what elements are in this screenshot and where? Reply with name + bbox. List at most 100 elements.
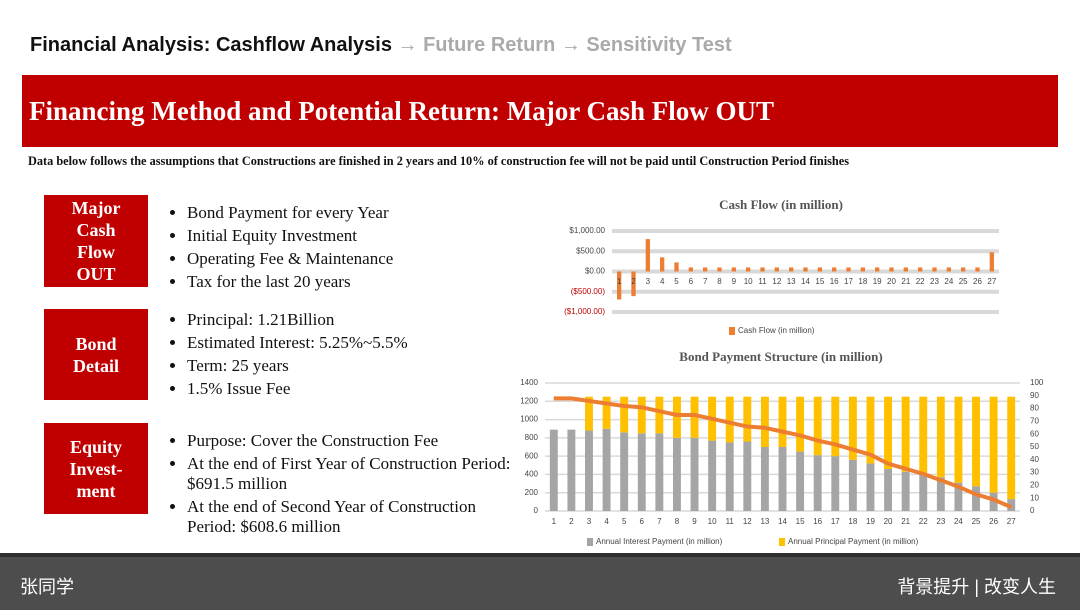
y2-tick-label: 80 [1030, 404, 1039, 413]
x-tick-label: 14 [801, 277, 810, 286]
line [553, 396, 1013, 509]
x-tick-label: 20 [887, 277, 896, 286]
bar [919, 474, 928, 511]
bar [778, 396, 787, 447]
bar [743, 396, 752, 442]
x-tick-label: 21 [901, 277, 910, 286]
bar [954, 482, 963, 511]
bar [989, 396, 998, 493]
x-tick-label: 5 [674, 277, 679, 286]
x-tick-label: 17 [844, 277, 853, 286]
y-tick-label: $1,000.00 [569, 226, 605, 235]
legend-label: Annual Principal Payment (in million) [788, 537, 919, 546]
bar [866, 396, 875, 464]
bar [674, 262, 679, 272]
x-tick-label: 18 [858, 277, 867, 286]
bar [884, 468, 893, 511]
y-tick-label: 600 [525, 451, 539, 460]
x-tick-label: 11 [758, 277, 767, 286]
y-tick-label: 1000 [520, 415, 538, 424]
y2-tick-label: 20 [1030, 481, 1039, 490]
bullet: Initial Equity Investment [187, 226, 517, 246]
breadcrumb-rest: → Future Return → Sensitivity Test [397, 34, 732, 56]
x-tick-label: 18 [848, 517, 857, 526]
legend-label: Cash Flow (in million) [738, 326, 815, 335]
charts: Cash Flow (in million) $1,000.00 $500.00 $0… [520, 197, 1044, 546]
bullet: At the end of First Year of Construction… [187, 454, 517, 494]
legend-label: Annual Interest Payment (in million) [596, 537, 723, 546]
x-tick-label: 25 [959, 277, 968, 286]
bar [796, 396, 805, 452]
x-tick-label: 6 [640, 517, 645, 526]
x-tick-label: 27 [1007, 517, 1016, 526]
bullet: Purpose: Cover the Construction Fee [187, 431, 517, 451]
x-tick-label: 26 [989, 517, 998, 526]
x-tick-label: 27 [987, 277, 996, 286]
x-tick-label: 10 [744, 277, 753, 286]
bar [932, 267, 937, 272]
x-tick-label: 22 [919, 517, 928, 526]
y2-tick-label: 90 [1030, 391, 1039, 400]
legend-swatch [587, 538, 593, 546]
bar [972, 486, 980, 511]
bar [703, 267, 708, 272]
x-tick-label: 25 [972, 517, 981, 526]
y2-tick-label: 100 [1030, 378, 1044, 387]
bar [690, 437, 699, 511]
bullet: 1.5% Issue Fee [187, 379, 517, 399]
bar [789, 267, 794, 272]
bar [860, 267, 865, 272]
bullet: Term: 25 years [187, 356, 517, 376]
bar [1007, 396, 1016, 500]
bar [901, 471, 910, 511]
bullet: At the end of Second Year of Constructio… [187, 497, 517, 537]
x-tick-label: 2 [569, 517, 574, 526]
y2-tick-label: 70 [1030, 417, 1039, 426]
bar [796, 451, 805, 511]
y2-tick-label: 10 [1030, 493, 1039, 502]
bar [760, 447, 769, 511]
section-label: Equity Invest-ment [44, 423, 148, 514]
bar [972, 396, 980, 487]
y2-tick-label: 60 [1030, 429, 1039, 438]
bar [918, 267, 923, 272]
x-tick-label: 19 [866, 517, 875, 526]
bar [946, 267, 951, 272]
x-tick-label: 12 [743, 517, 752, 526]
footer-right: 背景提升 | 改变人生 [897, 577, 1056, 597]
bar [637, 396, 646, 434]
bar [875, 267, 880, 272]
breadcrumb-current: Financial Analysis: Cashflow Analysis [30, 34, 392, 56]
x-tick-label: 7 [703, 277, 708, 286]
x-tick-label: 13 [760, 517, 769, 526]
x-tick-label: 10 [708, 517, 717, 526]
y-tick-label: ($500.00) [571, 287, 606, 296]
bar [602, 396, 611, 429]
bar [778, 447, 787, 511]
x-tick-label: 1 [552, 517, 557, 526]
bullet: Principal: 1.21Billion [187, 310, 517, 330]
bar [848, 459, 857, 511]
bar [848, 396, 857, 460]
bar [846, 267, 851, 272]
bar [585, 430, 593, 511]
bar [708, 440, 717, 511]
bar [975, 267, 980, 272]
chart-title: Cash Flow (in million) [719, 197, 843, 212]
bar [803, 267, 808, 272]
x-tick-label: 1 [617, 277, 622, 286]
footer: 张同学 背景提升 | 改变人生 [0, 553, 1080, 610]
x-tick-label: 11 [726, 517, 735, 526]
bullet-list: Purpose: Cover the Construction Fee At th… [170, 431, 517, 540]
bullet-list: Bond Payment for every Year Initial Equit… [170, 203, 517, 295]
y-tick-label: 400 [525, 470, 539, 479]
x-tick-label: 3 [646, 277, 651, 286]
bullet: Tax for the last 20 years [187, 272, 517, 292]
bar [901, 396, 910, 472]
bar [743, 441, 752, 511]
bar [549, 429, 558, 511]
bar [866, 463, 875, 511]
bar [637, 433, 646, 511]
bar [961, 267, 966, 272]
